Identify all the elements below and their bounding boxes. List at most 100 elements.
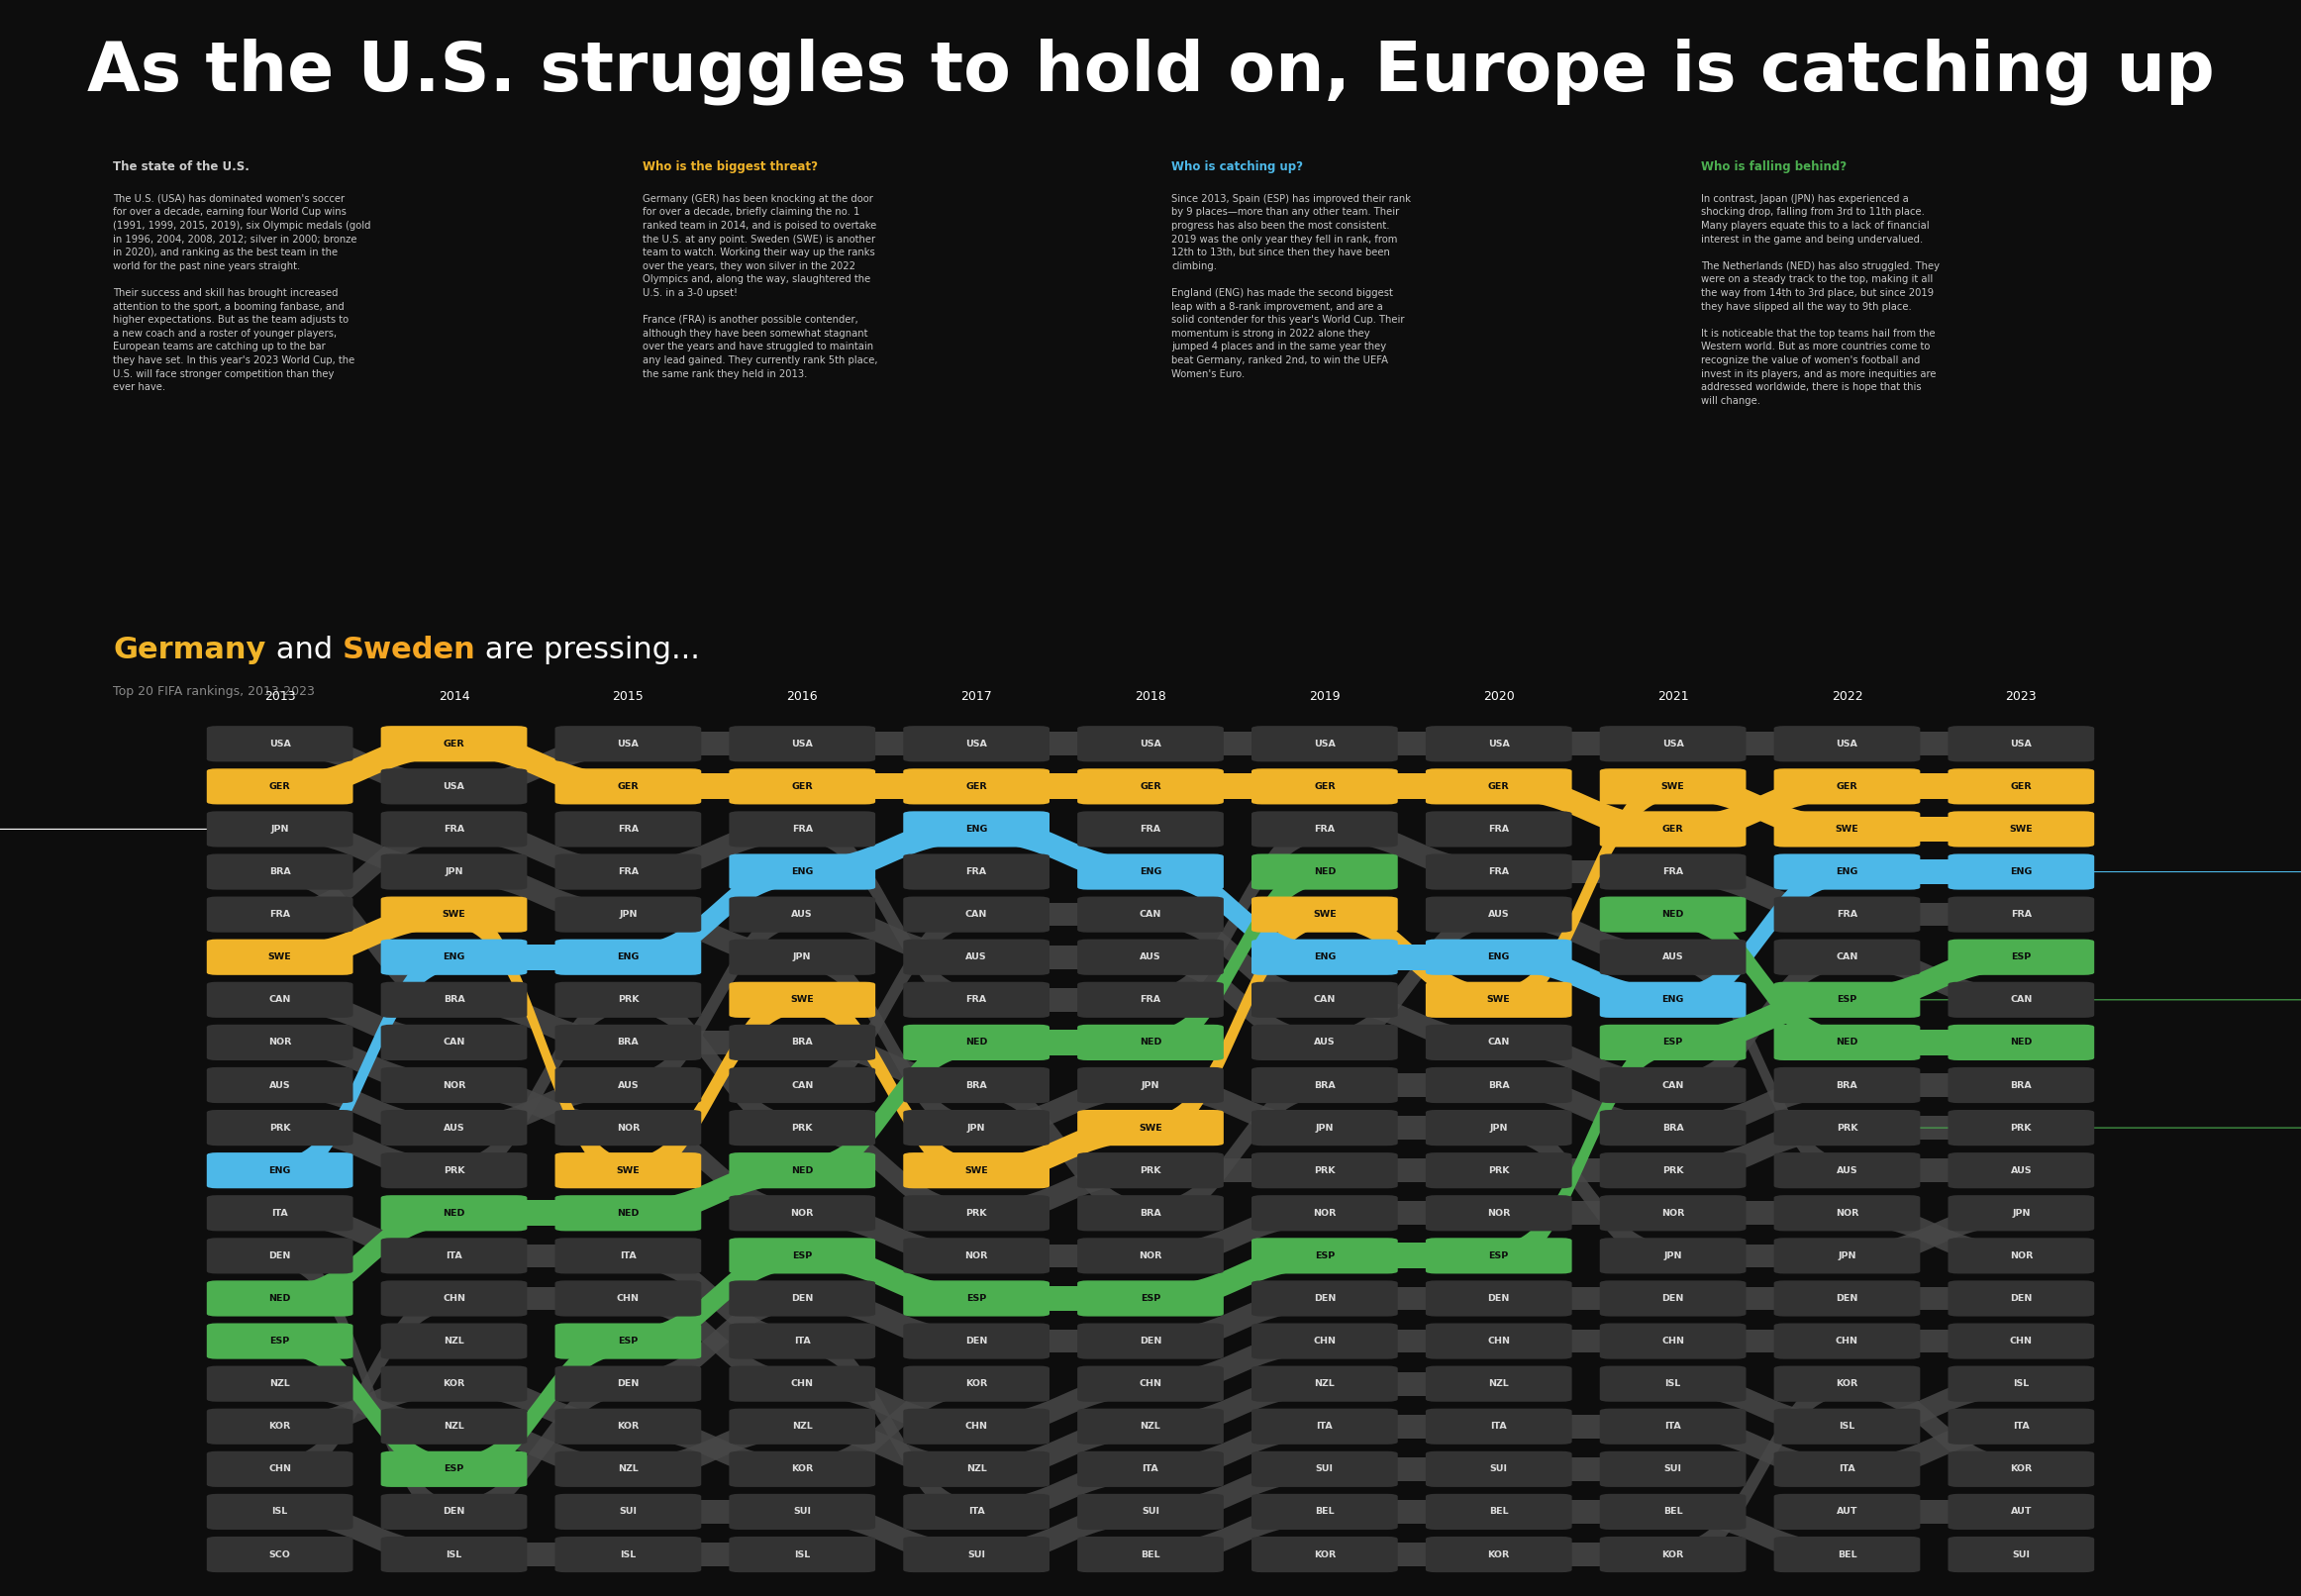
FancyBboxPatch shape <box>1077 769 1224 804</box>
FancyBboxPatch shape <box>1949 938 2094 975</box>
Text: BRA: BRA <box>966 1080 987 1090</box>
Text: BEL: BEL <box>1141 1550 1160 1559</box>
FancyBboxPatch shape <box>1774 1451 1919 1487</box>
Text: ENG: ENG <box>1836 867 1859 876</box>
Text: SWE: SWE <box>1836 825 1859 833</box>
FancyBboxPatch shape <box>555 938 702 975</box>
FancyBboxPatch shape <box>555 811 702 847</box>
FancyBboxPatch shape <box>1599 1366 1746 1401</box>
Text: are pressing...: are pressing... <box>476 635 700 664</box>
FancyBboxPatch shape <box>207 1280 352 1317</box>
Text: JPN: JPN <box>272 825 290 833</box>
FancyBboxPatch shape <box>1774 1238 1919 1274</box>
FancyBboxPatch shape <box>1427 1025 1572 1060</box>
FancyBboxPatch shape <box>207 1238 352 1274</box>
Text: SUI: SUI <box>794 1507 812 1516</box>
FancyBboxPatch shape <box>382 1494 527 1529</box>
Text: SUI: SUI <box>1489 1465 1507 1473</box>
Text: SUI: SUI <box>966 1550 985 1559</box>
FancyBboxPatch shape <box>207 1409 352 1444</box>
Text: JPN: JPN <box>1664 1251 1682 1261</box>
Text: DEN: DEN <box>1489 1294 1509 1302</box>
Text: FRA: FRA <box>617 825 640 833</box>
Text: USA: USA <box>1139 739 1162 749</box>
Text: JPN: JPN <box>1316 1124 1335 1132</box>
Text: SUI: SUI <box>619 1507 637 1516</box>
FancyBboxPatch shape <box>1949 726 2094 761</box>
Text: DEN: DEN <box>1661 1294 1684 1302</box>
FancyBboxPatch shape <box>1077 1238 1224 1274</box>
FancyBboxPatch shape <box>207 1109 352 1146</box>
FancyBboxPatch shape <box>1427 1323 1572 1360</box>
Text: NOR: NOR <box>1836 1208 1859 1218</box>
FancyBboxPatch shape <box>1252 1494 1397 1529</box>
Text: NOR: NOR <box>792 1208 815 1218</box>
Text: GER: GER <box>1836 782 1857 792</box>
FancyBboxPatch shape <box>1774 1494 1919 1529</box>
Text: ITA: ITA <box>1316 1422 1332 1432</box>
Text: KOR: KOR <box>269 1422 290 1432</box>
Text: PRK: PRK <box>444 1167 465 1175</box>
FancyBboxPatch shape <box>1077 897 1224 932</box>
FancyBboxPatch shape <box>1599 1494 1746 1529</box>
Text: AUS: AUS <box>617 1080 640 1090</box>
Text: FRA: FRA <box>1139 996 1162 1004</box>
Text: ISL: ISL <box>619 1550 635 1559</box>
Text: CHN: CHN <box>1486 1337 1509 1345</box>
Text: FRA: FRA <box>617 867 640 876</box>
FancyBboxPatch shape <box>207 1366 352 1401</box>
Text: 2022: 2022 <box>1832 691 1864 704</box>
Text: USA: USA <box>269 739 290 749</box>
FancyBboxPatch shape <box>1774 1152 1919 1189</box>
Text: CHN: CHN <box>792 1379 815 1389</box>
FancyBboxPatch shape <box>382 811 527 847</box>
Text: ITA: ITA <box>446 1251 463 1261</box>
FancyBboxPatch shape <box>1949 854 2094 889</box>
Text: CHN: CHN <box>617 1294 640 1302</box>
FancyBboxPatch shape <box>1949 1494 2094 1529</box>
Text: CHN: CHN <box>964 1422 987 1432</box>
FancyBboxPatch shape <box>1427 1238 1572 1274</box>
FancyBboxPatch shape <box>555 1025 702 1060</box>
FancyBboxPatch shape <box>1252 1323 1397 1360</box>
FancyBboxPatch shape <box>1599 1451 1746 1487</box>
Text: SWE: SWE <box>1314 910 1337 919</box>
FancyBboxPatch shape <box>207 726 352 761</box>
FancyBboxPatch shape <box>1252 1451 1397 1487</box>
Text: ISL: ISL <box>272 1507 288 1516</box>
Text: 2016: 2016 <box>787 691 817 704</box>
FancyBboxPatch shape <box>1774 854 1919 889</box>
FancyBboxPatch shape <box>555 1451 702 1487</box>
Text: CAN: CAN <box>792 1080 812 1090</box>
Text: USA: USA <box>792 739 812 749</box>
Text: NOR: NOR <box>1661 1208 1684 1218</box>
Text: KOR: KOR <box>1489 1550 1509 1559</box>
FancyBboxPatch shape <box>904 1494 1049 1529</box>
Text: 2014: 2014 <box>437 691 469 704</box>
Text: SUI: SUI <box>2013 1550 2029 1559</box>
FancyBboxPatch shape <box>382 1366 527 1401</box>
Text: NED: NED <box>1661 910 1684 919</box>
Text: KOR: KOR <box>792 1465 812 1473</box>
Text: FRA: FRA <box>1489 825 1509 833</box>
FancyBboxPatch shape <box>382 897 527 932</box>
FancyBboxPatch shape <box>1774 1195 1919 1231</box>
Text: ISL: ISL <box>1838 1422 1855 1432</box>
Text: JPN: JPN <box>966 1124 985 1132</box>
Text: and: and <box>267 635 343 664</box>
Text: AUS: AUS <box>1139 953 1162 961</box>
FancyBboxPatch shape <box>729 854 874 889</box>
FancyBboxPatch shape <box>1077 854 1224 889</box>
FancyBboxPatch shape <box>904 1152 1049 1189</box>
Text: PRK: PRK <box>617 996 640 1004</box>
Text: BRA: BRA <box>2011 1080 2032 1090</box>
Text: SCO: SCO <box>269 1550 290 1559</box>
Text: BEL: BEL <box>1489 1507 1509 1516</box>
FancyBboxPatch shape <box>1252 1068 1397 1103</box>
Text: BRA: BRA <box>1314 1080 1335 1090</box>
FancyBboxPatch shape <box>1949 769 2094 804</box>
Text: USA: USA <box>1489 739 1509 749</box>
Text: Who is the biggest threat?: Who is the biggest threat? <box>642 160 817 174</box>
FancyBboxPatch shape <box>1599 1195 1746 1231</box>
Text: CAN: CAN <box>966 910 987 919</box>
